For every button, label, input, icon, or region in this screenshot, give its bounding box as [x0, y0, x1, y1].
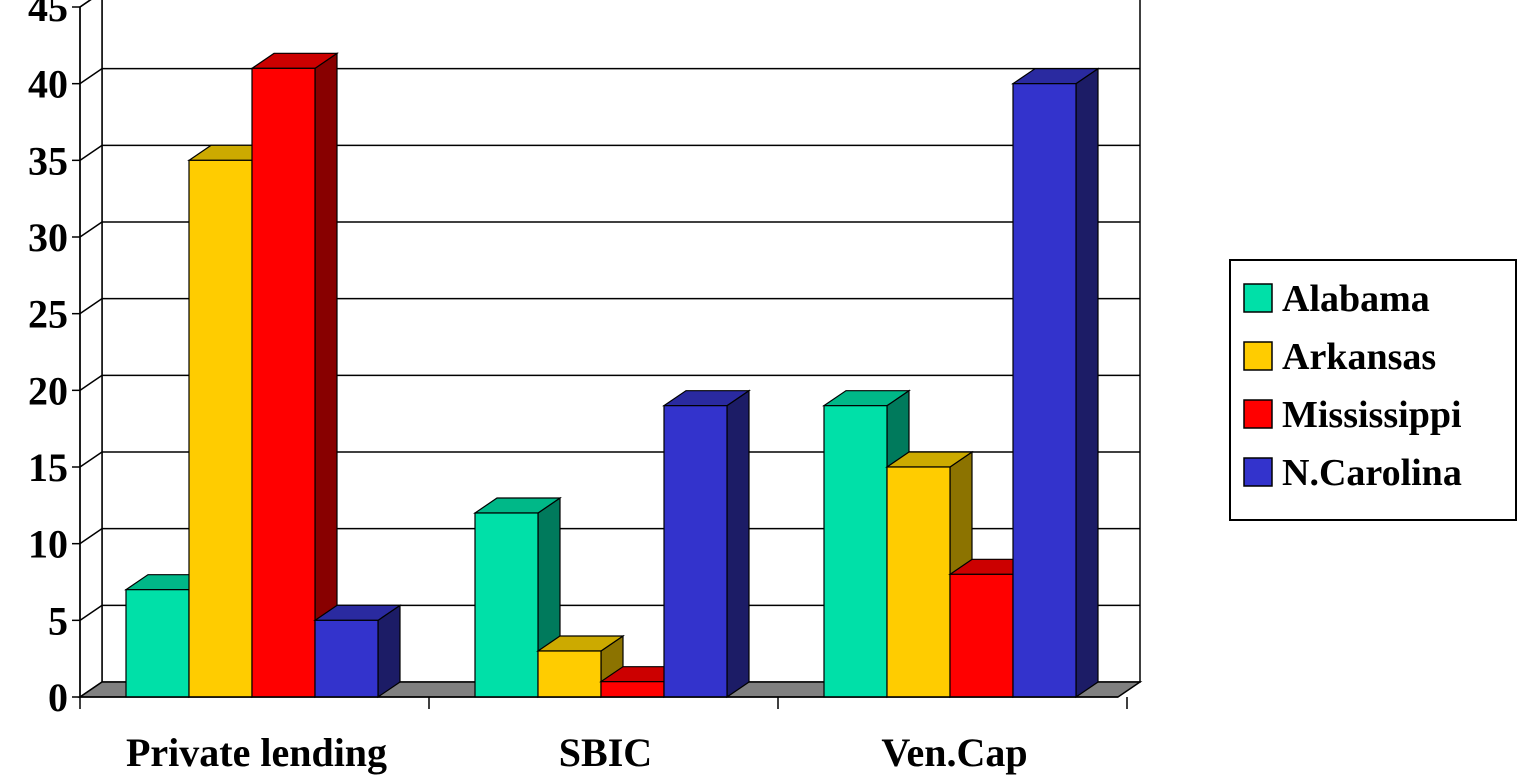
- gridline: [79, 297, 1140, 315]
- gridline: [79, 527, 1140, 545]
- gridline: [79, 67, 1140, 85]
- y-tick-label: 20: [28, 368, 68, 413]
- bar: [313, 604, 402, 699]
- bar-side: [314, 52, 338, 699]
- legend-label: Alabama: [1282, 278, 1430, 320]
- gridline: [79, 221, 1140, 238]
- gridline: [79, 604, 1140, 621]
- bar: [536, 634, 625, 699]
- x-category-label: Private lending: [126, 730, 387, 775]
- side-wall: [79, 0, 103, 699]
- bar: [250, 52, 339, 699]
- bar: [662, 389, 751, 699]
- y-tick-label: 10: [28, 522, 68, 567]
- gridline: [79, 451, 1140, 468]
- bar-front: [474, 512, 539, 698]
- y-tick-label: 30: [28, 215, 68, 260]
- y-tick-label: 45: [28, 0, 68, 30]
- bar-side: [726, 389, 750, 699]
- x-axis-category-labels: Private lending SBIC Ven.Cap: [126, 730, 1028, 775]
- bar-front: [600, 681, 665, 698]
- gridline: [79, 374, 1140, 391]
- bar-side: [377, 604, 401, 699]
- bar-side: [1075, 67, 1099, 699]
- gridlines: [79, 0, 1140, 621]
- legend-swatch: [1243, 399, 1273, 429]
- legend-label: Mississippi: [1282, 394, 1462, 436]
- bar-front: [188, 159, 253, 698]
- y-tick-label: 35: [28, 138, 68, 183]
- legend-box: [1229, 259, 1517, 521]
- bar-front: [663, 405, 728, 698]
- y-axis-tick-labels: 0 5 10 15 20 25 30 35 40 45: [28, 0, 68, 720]
- legend: Alabama Arkansas Mississippi N.Carolina: [1229, 259, 1517, 521]
- y-tick-label: 15: [28, 445, 68, 490]
- bar-front: [886, 466, 951, 698]
- bar-front: [949, 573, 1014, 698]
- bar: [1011, 67, 1100, 699]
- y-tick-label: 0: [48, 675, 68, 720]
- gridline: [79, 144, 1140, 161]
- x-category-label: SBIC: [559, 730, 652, 775]
- y-tick-label: 5: [48, 598, 68, 643]
- bars: [124, 52, 1100, 699]
- legend-swatch: [1243, 341, 1273, 371]
- legend-label: Arkansas: [1282, 336, 1436, 378]
- bar-front: [1012, 83, 1077, 698]
- bar-front: [314, 619, 379, 698]
- y-tick-label: 40: [28, 62, 68, 107]
- legend-swatch: [1243, 283, 1273, 313]
- axes: [72, 6, 1128, 709]
- bar-front: [251, 67, 316, 698]
- bar-front: [823, 405, 888, 698]
- gridline: [79, 0, 92, 8]
- bar-front: [537, 650, 602, 698]
- x-category-label: Ven.Cap: [881, 730, 1027, 775]
- legend-swatch: [1243, 457, 1273, 487]
- y-tick-label: 25: [28, 292, 68, 337]
- legend-label: N.Carolina: [1282, 452, 1462, 494]
- bar-front: [125, 589, 190, 698]
